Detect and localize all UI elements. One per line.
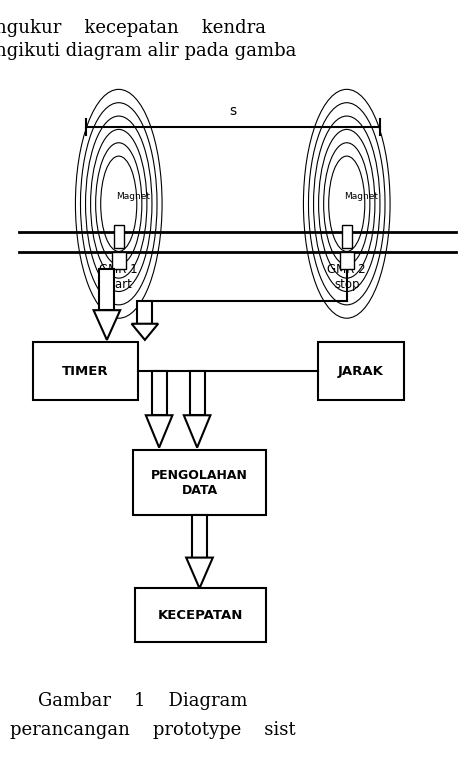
Text: GMR 2
stop: GMR 2 stop [327,263,366,291]
Polygon shape [99,269,114,310]
FancyBboxPatch shape [342,225,352,248]
FancyBboxPatch shape [112,252,126,269]
FancyBboxPatch shape [340,252,354,269]
Text: perancangan    prototype    sist: perancangan prototype sist [10,721,295,739]
Text: JARAK: JARAK [338,365,384,378]
Text: ngikuti diagram alir pada gamba: ngikuti diagram alir pada gamba [0,42,296,60]
Polygon shape [94,310,120,340]
FancyBboxPatch shape [318,342,404,400]
Text: PENGOLAHAN
DATA: PENGOLAHAN DATA [151,468,248,497]
Polygon shape [184,415,210,448]
FancyBboxPatch shape [33,342,138,400]
Text: Magnet: Magnet [344,191,379,201]
Text: Gambar    1    Diagram: Gambar 1 Diagram [38,692,247,710]
Polygon shape [137,301,152,324]
Polygon shape [152,371,167,415]
Polygon shape [190,371,205,415]
Text: GMR 1
start: GMR 1 start [99,263,138,291]
Text: KECEPATAN: KECEPATAN [158,609,243,621]
FancyBboxPatch shape [135,588,266,642]
Text: s: s [229,104,237,118]
FancyBboxPatch shape [114,225,124,248]
Text: Magnet: Magnet [116,191,151,201]
Text: TIMER: TIMER [62,365,109,378]
FancyBboxPatch shape [133,450,266,515]
Polygon shape [132,324,158,340]
Text: ngukur    kecepatan    kendra: ngukur kecepatan kendra [0,19,266,37]
Polygon shape [192,515,207,558]
Polygon shape [146,415,172,448]
Polygon shape [186,558,213,588]
